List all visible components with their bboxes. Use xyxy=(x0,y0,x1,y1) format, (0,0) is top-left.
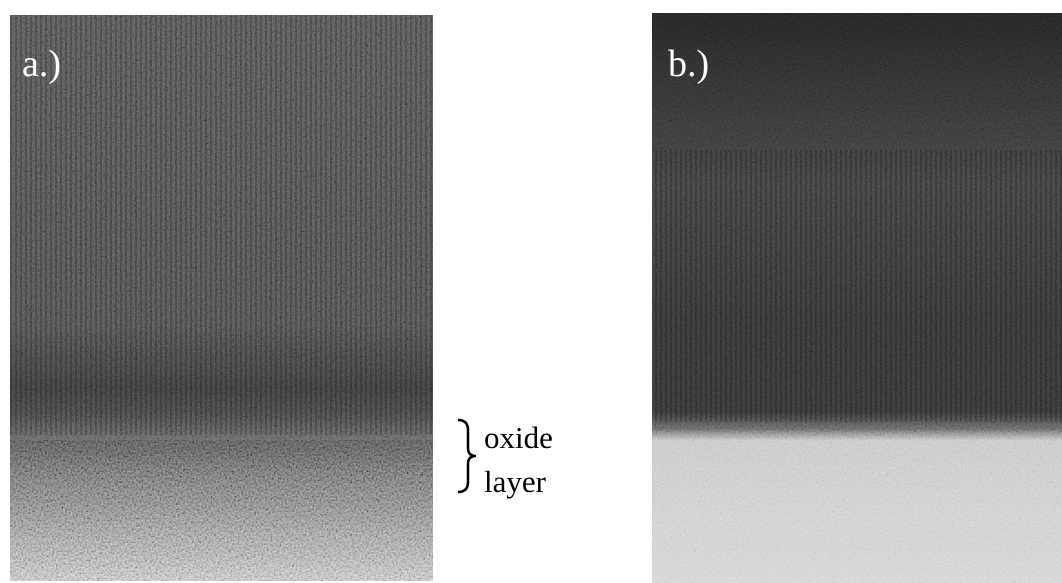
annotation-line: oxide xyxy=(484,420,553,455)
annotation: oxide layer xyxy=(457,418,553,499)
brace xyxy=(457,418,477,494)
noise-b xyxy=(652,13,1062,583)
panel-label: b.) xyxy=(668,43,709,85)
panel-b: b.) xyxy=(652,13,1062,583)
amorphous-texture-a xyxy=(10,440,433,581)
panel-a: a.) xyxy=(10,15,433,581)
panel-label: a.) xyxy=(22,43,61,85)
annotation-line: layer xyxy=(484,464,547,499)
